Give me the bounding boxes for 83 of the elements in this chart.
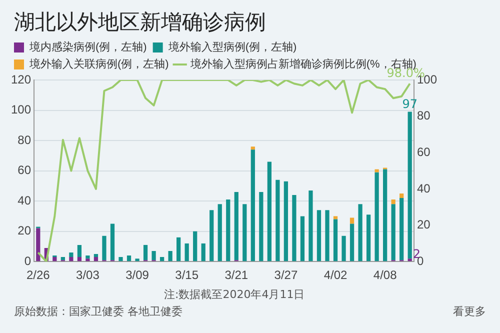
y-tick-label: 100 [10, 102, 32, 117]
bar [292, 195, 296, 262]
bar [218, 204, 222, 262]
bar [400, 198, 404, 260]
bar [86, 258, 90, 262]
bar [69, 252, 74, 258]
bar [333, 216, 338, 220]
bar [234, 192, 238, 260]
bar [94, 257, 98, 262]
bar [126, 256, 132, 262]
bar [408, 258, 412, 262]
x-tick-label: 3/27 [274, 268, 298, 282]
bar [118, 257, 123, 262]
y2-tick-label: 60 [416, 144, 431, 159]
bar [250, 146, 255, 150]
bar [210, 210, 214, 262]
bar [276, 180, 280, 262]
y-tick-label: 80 [18, 132, 32, 147]
bar [259, 192, 264, 262]
bar [342, 236, 346, 262]
x-tick-label: 3/21 [224, 268, 248, 282]
bar [383, 169, 388, 262]
data-label: 97 [402, 96, 418, 111]
bar [152, 251, 156, 260]
bar [176, 237, 181, 262]
bar [300, 216, 305, 262]
bar [333, 219, 338, 262]
bar [193, 231, 198, 262]
bar [358, 204, 362, 262]
bar [308, 190, 313, 262]
bar [366, 214, 371, 262]
bar [143, 244, 148, 260]
y2-tick-label: 80 [416, 108, 431, 123]
bar [226, 200, 230, 262]
bar [250, 150, 255, 262]
x-tick-label: 2/26 [26, 268, 50, 282]
bar [102, 236, 106, 260]
bar [408, 112, 412, 259]
bar [267, 162, 272, 262]
bar [242, 204, 247, 262]
x-tick-label: 4/08 [373, 268, 398, 282]
y-tick-label: 20 [18, 224, 32, 238]
bar [110, 224, 115, 260]
y-tick-label: 0 [24, 254, 32, 268]
bar [77, 257, 82, 262]
text: 看更多 [453, 304, 486, 320]
y-tick-label: 120 [10, 72, 32, 86]
bar [94, 254, 98, 258]
bar [316, 210, 322, 262]
y-tick-label: 40 [18, 193, 32, 208]
bar [400, 194, 404, 198]
bar [77, 244, 82, 258]
bar [325, 210, 330, 262]
y-tick-label: 60 [18, 163, 32, 178]
bar [60, 257, 65, 260]
y2-tick-label: 40 [416, 181, 431, 196]
x-tick-label: 3/03 [76, 268, 100, 282]
bar [168, 251, 172, 262]
legend-label: 境外输入关联病例(例，左轴) [28, 58, 169, 71]
legend-label: 境内感染病例(例，左轴) [28, 40, 147, 54]
text: 原始数据：国家卫健委 各地卫健委 [14, 305, 182, 318]
bar [135, 258, 140, 262]
bar [350, 224, 354, 262]
bar [374, 172, 379, 262]
x-tick-label: 3/15 [175, 268, 199, 282]
bar [284, 181, 288, 262]
bar [86, 256, 90, 259]
legend-label: 境外输入型病例(例，左轴) [167, 40, 297, 54]
bar [160, 257, 164, 262]
bar [52, 257, 57, 262]
y2-tick-label: 20 [416, 218, 431, 232]
bar [184, 243, 189, 262]
bar [201, 243, 206, 262]
x-tick-label: 4/02 [324, 268, 348, 282]
bar [374, 169, 379, 172]
bar [391, 204, 396, 260]
bar [36, 228, 40, 262]
chart-title: 湖北以外地区新增确诊病例 [13, 9, 267, 36]
text: 注:数据截至2020年4月11日 [163, 287, 306, 303]
bar [69, 257, 74, 262]
x-tick-label: 3/09 [126, 268, 150, 282]
bar [391, 200, 396, 204]
bar [350, 218, 354, 224]
